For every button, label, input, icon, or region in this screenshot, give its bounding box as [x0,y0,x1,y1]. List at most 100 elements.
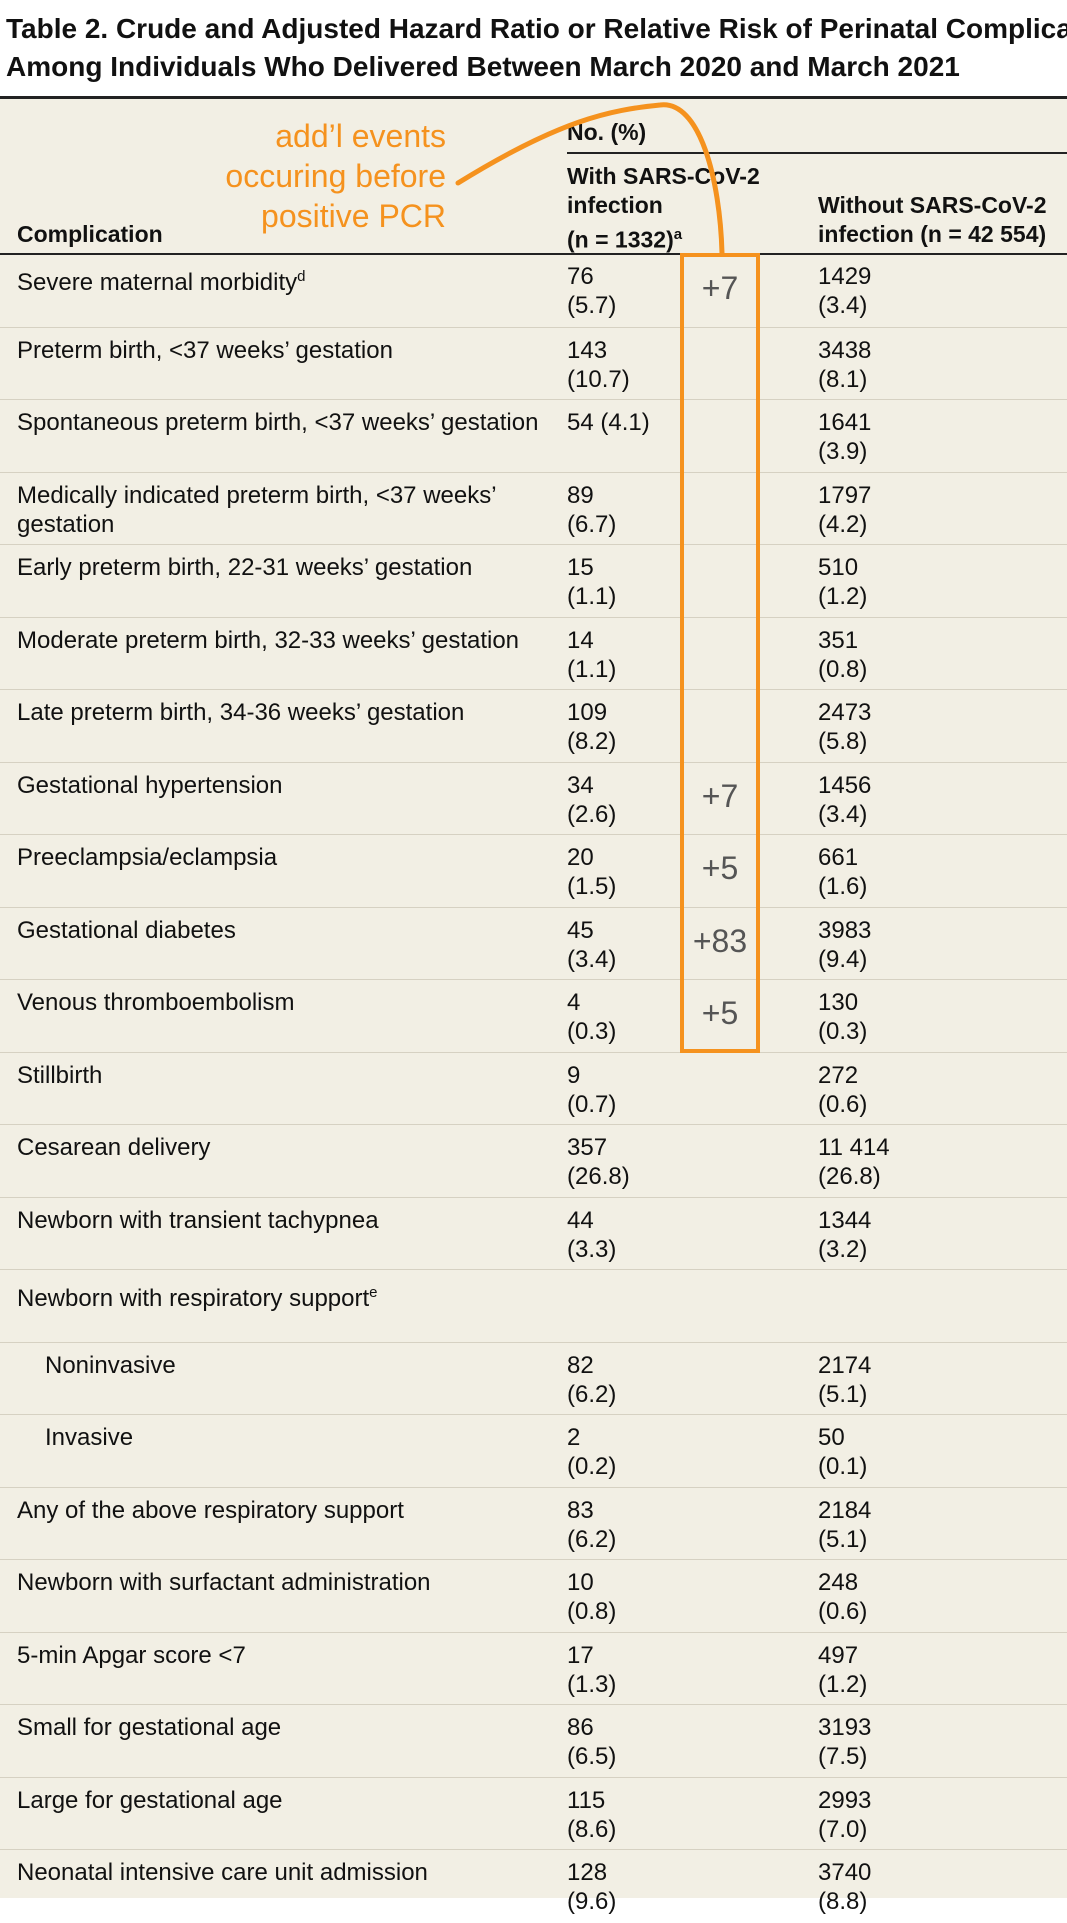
without-sars-cov2-cell-pct: (0.6) [818,1090,868,1118]
table-body [0,99,1067,1898]
with-sars-cov2-cell-count: 128 [567,1859,608,1886]
with-sars-cov2-cell-count: 9 [567,1061,581,1089]
with-sars-cov2-cell-count: 54 (4.1) [567,409,650,436]
without-sars-cov2-cell: 2174 (5.1) [818,1351,1018,1409]
complication-text: Preeclampsia/eclampsia [17,844,278,871]
with-sars-cov2-cell: 54 (4.1) [567,408,687,437]
complication-label: Newborn with surfactant administration [17,1568,557,1597]
with-sars-cov2-cell-pct: (0.8) [567,1598,617,1625]
complication-text: Newborn with transient tachypnea [17,1206,379,1234]
complication-label: Preterm birth, <37 weeks’ gestation [17,336,557,365]
with-sars-cov2-cell-pct: (6.2) [567,1380,617,1408]
with-sars-cov2-cell-count: 10 [567,1569,594,1596]
annotation-delta: +83 [692,922,748,959]
with-sars-cov2-cell-count: 115 [567,1786,606,1814]
with-sars-cov2-cell-pct: (1.1) [567,583,617,610]
complication-label: Early preterm birth, 22-31 weeks’ gestat… [17,553,557,582]
table-row: Gestational diabetes 45 (3.4) 3983 (9.4) [0,906,1067,981]
with-sars-cov2-cell: 44 (3.3) [567,1206,687,1264]
table-row: Neonatal intensive care unit admission 12… [0,1849,1067,1923]
complication-label: Venous thromboembolism [17,988,557,1017]
with-sars-cov2-cell: 2 (0.2) [567,1423,687,1481]
without-sars-cov2-cell: 2473 (5.8) [818,698,1018,756]
with-sars-cov2-cell: 10 (0.8) [567,1568,687,1626]
table-row: Any of the above respiratory support 83 (6… [0,1486,1067,1561]
with-sars-cov2-cell-count: 83 [567,1496,594,1524]
complication-label: Newborn with transient tachypnea [17,1206,557,1235]
without-sars-cov2-cell-pct: (5.1) [818,1380,868,1408]
complication-label: Noninvasive [45,1351,585,1380]
with-sars-cov2-cell: 76 (5.7) [567,262,687,320]
with-sars-cov2-cell: 14 (1.1) [567,626,687,684]
with-sars-cov2-cell-pct: (2.6) [567,800,617,828]
table-row: Large for gestational age 115 (8.6) 2993 (7.… [0,1776,1067,1851]
without-sars-cov2-cell-pct: (7.0) [818,1815,868,1843]
header-complication: Complication [17,221,163,247]
without-sars-cov2-cell-pct: (7.5) [818,1743,868,1770]
without-sars-cov2-cell: 272 (0.6) [818,1061,1018,1119]
complication-text: Newborn with surfactant administration [17,1569,431,1596]
with-sars-cov2-cell: 17 (1.3) [567,1641,687,1699]
without-sars-cov2-cell-pct: (9.4) [818,945,868,973]
complication-label: Stillbirth [17,1061,557,1090]
table-row: Preeclampsia/eclampsia 20 (1.5) 661 (1.6) [0,834,1067,908]
complication-text: Medically indicated preterm birth, <37 w… [17,481,496,538]
with-sars-cov2-cell: 86 (6.5) [567,1713,687,1771]
with-sars-cov2-cell-pct: (1.1) [567,655,617,683]
annotation-delta: +5 [701,995,739,1031]
without-sars-cov2-cell: 11 414 (26.8) [818,1133,1018,1191]
complication-label: Newborn with respiratory supporte [17,1278,557,1313]
complication-label: Neonatal intensive care unit admission [17,1858,557,1887]
annotation-delta: +5 [701,850,739,886]
without-sars-cov2-cell-pct: (1.6) [818,873,868,900]
without-sars-cov2-cell-count: 351 [818,626,859,654]
without-sars-cov2-cell: 248 (0.6) [818,1568,1018,1626]
annotation-arrow [455,102,725,256]
header-without-line1: Without SARS-CoV-2 [818,192,1047,218]
without-sars-cov2-cell: 1456 (3.4) [818,771,1018,829]
header-with-line1: With SARS-CoV-2 [567,163,760,189]
with-sars-cov2-cell-count: 20 [567,844,594,871]
table-row: Preterm birth, <37 weeks’ gestation 143 (1… [0,326,1067,401]
with-sars-cov2-cell-count: 4 [567,989,581,1016]
with-sars-cov2-cell-pct: (0.7) [567,1090,617,1118]
without-sars-cov2-cell-pct: (0.8) [818,655,868,683]
without-sars-cov2-cell-pct: (0.1) [818,1453,868,1480]
without-sars-cov2-cell-pct: (0.3) [818,1018,868,1045]
without-sars-cov2-cell-count: 1344 [818,1206,872,1234]
table-title: Table 2. Crude and Adjusted Hazard Ratio… [6,10,1067,86]
without-sars-cov2-cell: 3438 (8.1) [818,336,1018,394]
annotation-line-2: occuring before [225,158,446,194]
without-sars-cov2-cell-count: 661 [818,844,859,871]
complication-label: Gestational hypertension [17,771,557,800]
complication-text: Any of the above respiratory support [17,1496,404,1524]
with-sars-cov2-cell-pct: (10.7) [567,365,630,393]
without-sars-cov2-cell: 2993 (7.0) [818,1786,1018,1844]
with-sars-cov2-cell: 115 (8.6) [567,1786,687,1844]
header-with-line2: infection [567,192,663,218]
complication-text: Severe maternal morbidity [17,269,298,296]
table-row: Invasive 2 (0.2) 50 (0.1) [0,1414,1067,1488]
without-sars-cov2-cell-count: 3740 [818,1859,872,1886]
complication-text: Noninvasive [45,1351,176,1379]
complication-label: Late preterm birth, 34-36 weeks’ gestati… [17,698,557,727]
with-sars-cov2-cell-count: 89 [567,481,594,509]
title-line-2: Among Individuals Who Delivered Between … [6,51,960,82]
without-sars-cov2-cell-count: 3193 [818,1714,872,1741]
without-sars-cov2-cell-pct: (4.2) [818,510,868,538]
table-row: Spontaneous preterm birth, <37 weeks’ ge… [0,399,1067,473]
annotation-text: add’l events occuring before positive PC… [176,116,446,236]
without-sars-cov2-cell-count: 3983 [818,916,872,944]
without-sars-cov2-cell: 1429 (3.4) [818,262,1018,320]
with-sars-cov2-cell-count: 143 [567,336,608,364]
without-sars-cov2-cell-pct: (1.2) [818,583,868,610]
footnote-marker: d [297,268,306,285]
with-sars-cov2-cell-pct: (0.2) [567,1453,617,1480]
complication-text: Cesarean delivery [17,1134,211,1161]
complication-text: Early preterm birth, 22-31 weeks’ gestat… [17,554,473,581]
without-sars-cov2-cell-count: 1429 [818,263,872,290]
table-row: Gestational hypertension 34 (2.6) 1456 (3.4) [0,761,1067,836]
with-sars-cov2-cell-count: 82 [567,1351,594,1379]
with-sars-cov2-cell: 34 (2.6) [567,771,687,829]
without-sars-cov2-cell: 3983 (9.4) [818,916,1018,974]
